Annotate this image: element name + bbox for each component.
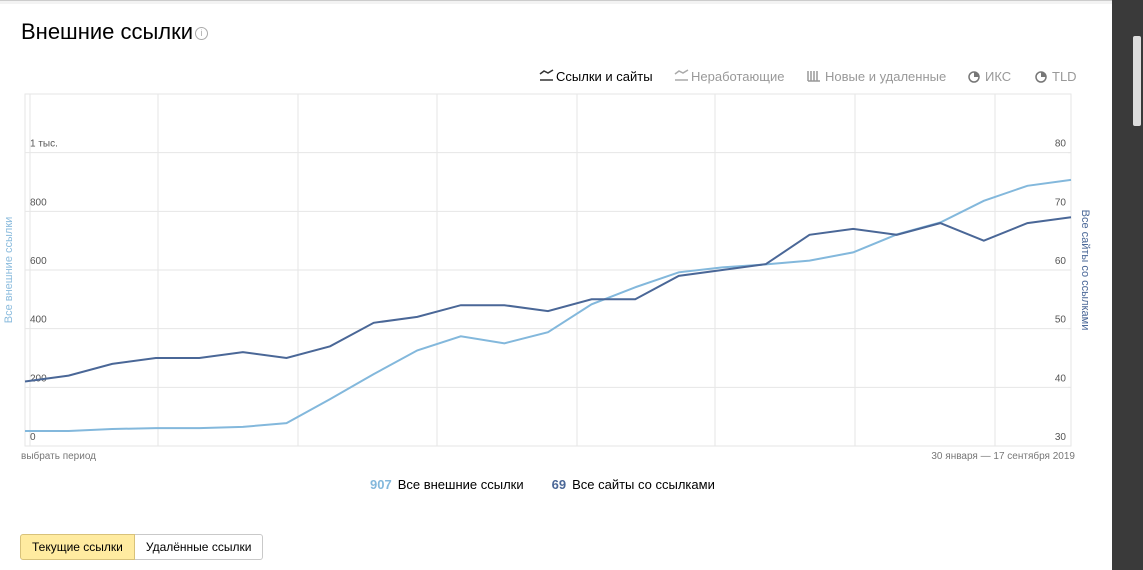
tab-icons — [539, 69, 1047, 83]
legend-value: 907 — [370, 477, 392, 492]
period-select[interactable]: выбрать период — [21, 450, 96, 462]
y2-tick-label: 30 — [1055, 432, 1067, 443]
tab[interactable]: Неработающие — [691, 69, 784, 84]
legend-label: Все сайты со ссылками — [572, 477, 715, 492]
y-tick-label: 800 — [30, 197, 47, 208]
button-group: Текущие ссылки Удалённые ссылки — [20, 534, 264, 560]
legend-value: 69 — [552, 477, 566, 492]
y-tick-label: 0 — [30, 432, 36, 443]
y2-tick-label: 80 — [1055, 139, 1067, 150]
tab[interactable]: TLD — [1052, 69, 1077, 84]
top-border — [0, 0, 1112, 4]
y-tick-label: 1 тыс. — [30, 139, 58, 150]
y2-axis-label: Все сайты со ссылками — [1079, 210, 1091, 331]
y-tick-label: 600 — [30, 256, 47, 267]
y-tick-label: 400 — [30, 315, 47, 326]
current-links-button[interactable]: Текущие ссылки — [20, 534, 135, 560]
scrollbar-thumb[interactable] — [1133, 36, 1141, 126]
legend: 907 Все внешние ссылки 69 Все сайты со ссыл… — [370, 477, 715, 492]
y-axis-label: Все внешние ссылки — [3, 217, 15, 324]
series-line — [25, 178, 1072, 432]
deleted-links-button[interactable]: Удалённые ссылки — [134, 534, 264, 560]
y2-tick-label: 50 — [1055, 315, 1067, 326]
tab[interactable]: Ссылки и сайты — [556, 69, 653, 84]
y2-tick-label: 70 — [1055, 197, 1067, 208]
tabs: Ссылки и сайты Неработающие Новые и удален… — [556, 69, 1077, 84]
tab[interactable]: Новые и удаленные — [825, 69, 946, 84]
y2-tick-label: 40 — [1055, 373, 1067, 384]
series-line — [24, 216, 1072, 383]
y2-tick-label: 60 — [1055, 256, 1067, 267]
legend-label: Все внешние ссылки — [398, 477, 524, 492]
lines — [24, 178, 1072, 432]
page-title: Внешние ссылки — [21, 19, 194, 44]
date-range: 30 января — 17 сентября 2019 — [931, 450, 1075, 462]
info-icon[interactable]: i — [195, 27, 208, 40]
tab[interactable]: ИКС — [985, 69, 1011, 84]
